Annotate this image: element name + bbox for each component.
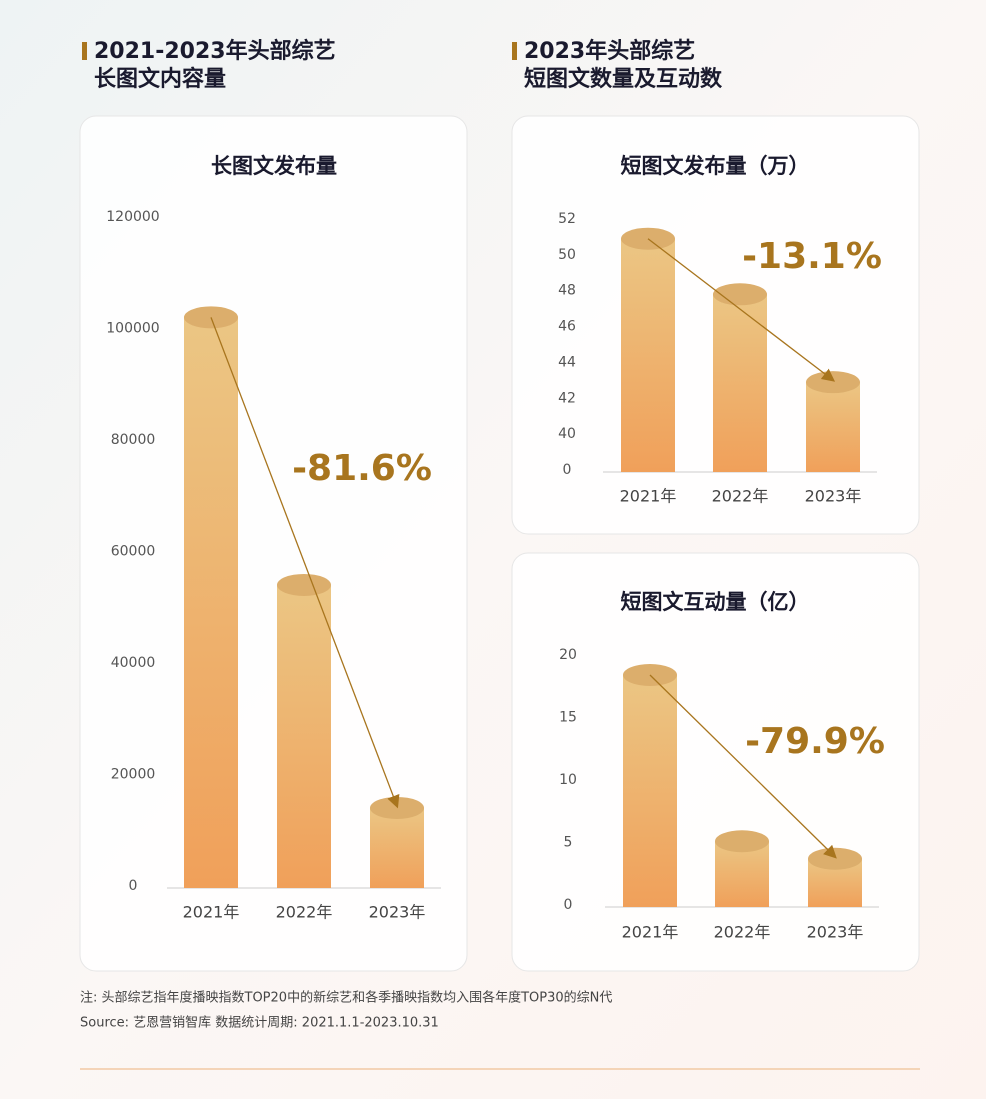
- bar-top: [715, 830, 769, 853]
- y-tick-label: 44: [558, 354, 576, 370]
- heading: 短图文数量及互动数: [524, 66, 723, 92]
- bar: [623, 675, 677, 907]
- bar: [370, 807, 424, 888]
- chart-title: 长图文发布量: [211, 154, 337, 178]
- bar: [621, 238, 675, 472]
- heading-marker: [82, 42, 87, 60]
- card: [79, 115, 468, 972]
- trend-arrow: [649, 674, 837, 859]
- y-tick-label: 80000: [111, 432, 156, 448]
- heading-marker: [512, 42, 517, 60]
- x-tick-label: 2022年: [712, 487, 769, 506]
- heading: 2023年头部综艺: [524, 38, 695, 64]
- x-tick-label: 2021年: [183, 903, 240, 922]
- bar-top: [277, 573, 331, 596]
- heading: 长图文内容量: [94, 66, 226, 92]
- y-tick-label: 40000: [111, 655, 156, 671]
- note: Source: 艺恩营销智库 数据统计周期: 2021.1.1-2023.10.…: [80, 1015, 439, 1031]
- y-tick-label: 42: [558, 390, 576, 406]
- y-tick-label: 50: [558, 247, 576, 263]
- y-tick-label: 40: [558, 426, 576, 442]
- heading: 2021-2023年头部综艺: [94, 38, 336, 64]
- y-tick-label: 20000: [111, 767, 156, 783]
- x-tick-label: 2023年: [805, 487, 862, 506]
- y-tick-label: 0: [129, 878, 138, 894]
- x-tick-label: 2023年: [369, 903, 426, 922]
- bar-top: [806, 371, 860, 394]
- x-tick-label: 2021年: [622, 923, 679, 942]
- chart-title: 短图文发布量（万）: [621, 154, 810, 178]
- x-tick-label: 2022年: [714, 923, 771, 942]
- bar-top: [370, 796, 424, 819]
- y-tick-label: 52: [558, 211, 576, 227]
- y-tick-label: 120000: [106, 209, 159, 225]
- y-tick-label: 60000: [111, 544, 156, 560]
- y-tick-label: 15: [559, 710, 577, 726]
- bar: [713, 294, 767, 472]
- x-tick-label: 2021年: [620, 487, 677, 506]
- annotation: -13.1%: [742, 236, 882, 277]
- bar-top: [713, 283, 767, 306]
- annotation: -81.6%: [292, 448, 432, 489]
- y-tick-label: 0: [564, 897, 573, 913]
- y-tick-label: 48: [558, 283, 576, 299]
- y-tick-label: 0: [563, 462, 572, 478]
- card: [511, 552, 920, 972]
- y-tick-label: 46: [558, 319, 576, 335]
- bar: [184, 317, 238, 889]
- x-tick-label: 2023年: [807, 923, 864, 942]
- trend-arrow: [647, 238, 836, 382]
- y-tick-label: 10: [559, 772, 577, 788]
- note: 注: 头部综艺指年度播映指数TOP20中的新综艺和各季播映指数均入围各年度TOP…: [80, 990, 612, 1006]
- bar: [806, 382, 860, 472]
- bar: [277, 584, 331, 888]
- y-tick-label: 5: [564, 835, 573, 851]
- trend-arrow: [210, 317, 400, 809]
- chart-title: 短图文互动量（亿）: [621, 590, 810, 614]
- y-tick-label: 100000: [106, 321, 159, 337]
- bar-top: [808, 847, 862, 870]
- annotation: -79.9%: [745, 721, 885, 762]
- x-tick-label: 2022年: [276, 903, 333, 922]
- y-tick-label: 20: [559, 647, 577, 663]
